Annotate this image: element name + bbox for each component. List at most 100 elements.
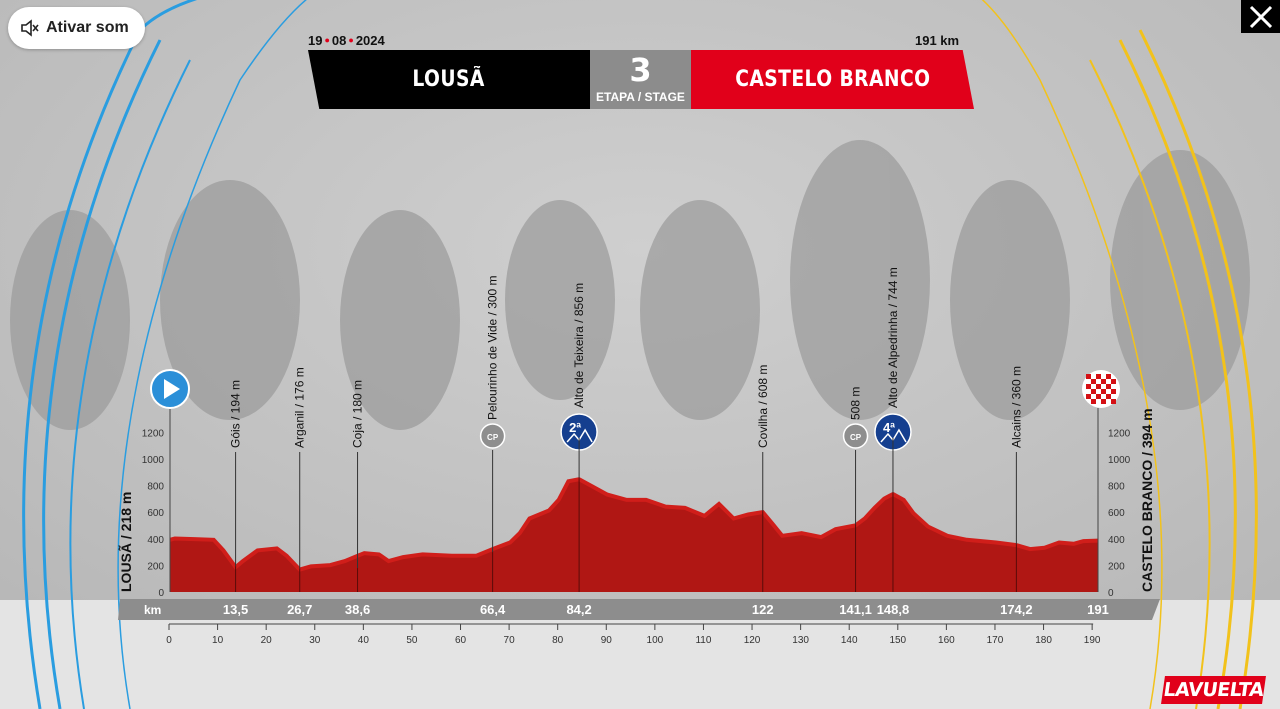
waypoint-km: 148,8 <box>877 602 910 617</box>
waypoint-name: Góis / 194 m <box>229 380 243 448</box>
x-tick-label: 110 <box>695 635 711 646</box>
close-button[interactable] <box>1241 0 1280 33</box>
play-icon <box>164 379 180 399</box>
date-dot: ● <box>324 35 330 45</box>
x-tick-label: 120 <box>744 635 761 646</box>
y-tick-left: 0 <box>158 588 164 599</box>
checker-square <box>1086 374 1091 379</box>
checker-square <box>1096 394 1101 399</box>
x-tick-label: 20 <box>261 635 273 646</box>
waypoint-km: 26,7 <box>287 602 312 617</box>
waypoint-km: 122 <box>752 602 774 617</box>
waypoint-km: 66,4 <box>480 602 506 617</box>
stage-number: 3 <box>629 51 652 89</box>
y-tick-right: 800 <box>1108 482 1125 493</box>
checker-square <box>1106 384 1111 389</box>
checker-square <box>1106 394 1111 399</box>
waypoint-name: Covilha / 608 m <box>756 365 770 448</box>
checker-square <box>1106 374 1111 379</box>
checker-square <box>1111 379 1116 384</box>
y-tick-right: 1200 <box>1108 428 1131 439</box>
x-tick-label: 180 <box>1035 635 1052 646</box>
y-tick-left: 200 <box>147 561 164 572</box>
end-town-name: CASTELO BRANCO <box>734 67 931 92</box>
checker-square <box>1101 399 1106 404</box>
date-day: 19 <box>308 33 323 48</box>
elevation-area <box>170 478 1098 592</box>
y-tick-right: 200 <box>1108 561 1125 572</box>
checker-square <box>1086 394 1091 399</box>
stage-distance: 191 km <box>915 33 960 48</box>
km-label: km <box>144 603 161 617</box>
x-tick-label: 50 <box>406 635 418 646</box>
logo-text: LAVUELTA <box>1162 679 1265 701</box>
elevation-ridge <box>169 477 1099 572</box>
waypoint-km: 38,6 <box>345 602 370 617</box>
waypoint-km: 13,5 <box>223 602 248 617</box>
waypoint-name: 508 m <box>849 387 863 420</box>
stage-number-box: 3 ETAPA / STAGE <box>590 50 691 109</box>
waypoint-name: Coja / 180 m <box>351 380 365 448</box>
waypoint-km: 84,2 <box>566 602 591 617</box>
waypoint-km: 191 <box>1087 602 1109 617</box>
stage-date: 19 ● 08 ● 2024 <box>308 33 385 48</box>
stage-label: ETAPA / STAGE <box>596 90 685 104</box>
waypoint-name: Alcains / 360 m <box>1009 366 1023 448</box>
waypoint-name: Alto de Teixeira / 856 m <box>572 283 586 408</box>
x-tick-label: 40 <box>358 635 370 646</box>
x-tick-label: 190 <box>1084 635 1101 646</box>
end-altitude-label: CASTELO BRANCO / 394 m <box>1139 408 1155 592</box>
unmute-label: Ativar som <box>46 19 129 36</box>
y-tick-left: 400 <box>147 535 164 546</box>
y-tick-left: 800 <box>147 482 164 493</box>
climb-category-text: 4ª <box>883 420 895 435</box>
speaker-muted-icon <box>21 19 39 37</box>
checkpoint-icon <box>479 423 506 449</box>
y-tick-left: 1200 <box>142 428 165 439</box>
date-dot: ● <box>348 35 354 45</box>
la-vuelta-logo: LAVUELTA <box>1161 676 1266 704</box>
y-tick-right: 600 <box>1108 508 1125 519</box>
waypoint-km: 141,1 <box>839 602 872 617</box>
x-tick-label: 10 <box>212 635 224 646</box>
checker-square <box>1096 384 1101 389</box>
close-icon <box>1249 5 1272 28</box>
waypoint-name: Pelourinho de Vide / 300 m <box>486 275 500 420</box>
x-tick-label: 80 <box>552 635 564 646</box>
x-tick-label: 0 <box>166 635 172 646</box>
unmute-button[interactable]: Ativar som <box>8 7 145 49</box>
km-bar <box>118 599 1160 620</box>
checkpoint-text: CP <box>850 433 862 442</box>
checker-square <box>1111 399 1116 404</box>
waypoint-name: Arganil / 176 m <box>293 367 307 448</box>
y-tick-left: 1000 <box>142 455 165 466</box>
end-town-banner: CASTELO BRANCO <box>691 50 974 109</box>
x-tick-label: 60 <box>455 635 467 646</box>
x-tick-label: 100 <box>647 635 664 646</box>
checkpoint-icon <box>842 423 869 449</box>
x-tick-label: 30 <box>309 635 321 646</box>
y-tick-right: 0 <box>1108 588 1114 599</box>
waypoint-name: Alto de Alpedrinha / 744 m <box>886 267 900 408</box>
climb-category-text: 2ª <box>569 420 581 435</box>
x-tick-label: 150 <box>889 635 906 646</box>
checker-square <box>1101 389 1106 394</box>
date-month: 08 <box>331 33 347 48</box>
start-altitude-label: LOUSÃ / 218 m <box>117 492 134 592</box>
x-tick-label: 70 <box>504 635 516 646</box>
y-tick-left: 600 <box>147 508 164 519</box>
y-tick-right: 1000 <box>1108 455 1131 466</box>
checker-square <box>1111 389 1116 394</box>
start-town-name: LOUSÃ <box>412 67 486 92</box>
date-year: 2024 <box>355 33 385 48</box>
start-town-banner: LOUSÃ <box>308 50 590 109</box>
y-tick-right: 400 <box>1108 535 1125 546</box>
checker-square <box>1096 374 1101 379</box>
x-tick-label: 90 <box>601 635 613 646</box>
checker-square <box>1091 389 1096 394</box>
checker-square <box>1101 379 1106 384</box>
waypoint-km: 174,2 <box>1000 602 1033 617</box>
x-tick-label: 160 <box>938 635 955 646</box>
x-tick-label: 130 <box>792 635 809 646</box>
